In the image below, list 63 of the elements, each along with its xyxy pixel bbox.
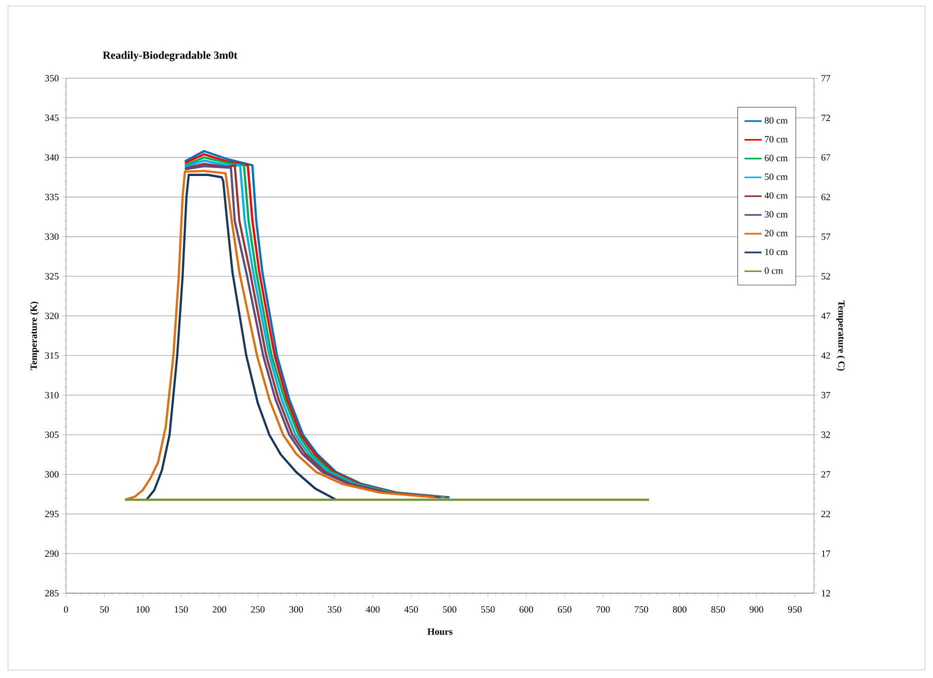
y2-tick-label: 27 bbox=[821, 471, 830, 478]
y2-axis-title: Temperature ( C) bbox=[836, 300, 846, 371]
x-tick-label: 700 bbox=[596, 606, 610, 613]
x-tick-label: 600 bbox=[520, 606, 534, 613]
y2-tick-label: 37 bbox=[821, 392, 830, 398]
chart-title: Readily-Biodegradable 3m0t bbox=[102, 51, 238, 62]
y-tick-label: 290 bbox=[45, 550, 59, 557]
x-tick-label: 300 bbox=[289, 606, 303, 613]
x-tick-label: 0 bbox=[64, 606, 68, 613]
y2-tick-label: 32 bbox=[821, 432, 830, 438]
x-tick-label: 100 bbox=[136, 606, 150, 613]
legend-label: 10 cm bbox=[765, 248, 788, 256]
x-axis-title: Hours bbox=[427, 628, 452, 635]
y-axis-title: Temperature (K) bbox=[30, 302, 39, 370]
y-tick-label: 340 bbox=[45, 154, 59, 161]
x-tick-label: 950 bbox=[788, 606, 802, 613]
y2-tick-label: 77 bbox=[822, 75, 830, 82]
legend-label: 40 cm bbox=[764, 192, 788, 199]
y-tick-label: 315 bbox=[45, 352, 59, 359]
x-tick-label: 250 bbox=[251, 606, 265, 613]
x-tick-label: 800 bbox=[672, 606, 686, 613]
x-tick-label: 150 bbox=[174, 606, 188, 613]
line-series bbox=[145, 174, 338, 501]
y2-tick-label: 52 bbox=[822, 273, 830, 280]
x-tick-label: 400 bbox=[366, 606, 380, 613]
y-tick-label: 335 bbox=[45, 194, 59, 200]
y2-tick-label: 67 bbox=[821, 154, 830, 161]
y-tick-label: 320 bbox=[45, 312, 59, 320]
legend-label: 0 cm bbox=[764, 267, 783, 274]
x-tick-label: 900 bbox=[750, 606, 764, 613]
x-tick-label: 350 bbox=[328, 606, 342, 613]
y-tick-label: 310 bbox=[45, 392, 59, 398]
y-tick-label: 330 bbox=[45, 233, 59, 240]
y2-tick-label: 72 bbox=[822, 114, 830, 121]
legend-label: 70 cm bbox=[764, 136, 788, 142]
x-tick-label: 650 bbox=[558, 606, 572, 613]
legend-label: 80 cm bbox=[764, 117, 788, 124]
legend-label: 60 cm bbox=[764, 154, 788, 162]
x-tick-label: 750 bbox=[634, 606, 648, 613]
x-tick-label: 50 bbox=[100, 606, 109, 613]
y2-tick-label: 12 bbox=[822, 590, 830, 596]
y-tick-label: 345 bbox=[45, 114, 59, 122]
line-series bbox=[124, 170, 436, 501]
legend-label: 20 cm bbox=[764, 230, 788, 236]
x-tick-label: 450 bbox=[404, 606, 418, 613]
y2-tick-label: 22 bbox=[821, 510, 830, 518]
legend-label: 30 cm bbox=[764, 211, 788, 218]
x-tick-label: 500 bbox=[442, 606, 456, 613]
x-tick-label: 850 bbox=[711, 606, 725, 613]
y-tick-label: 285 bbox=[45, 590, 59, 596]
y-tick-label: 295 bbox=[45, 510, 59, 518]
y2-tick-label: 42 bbox=[821, 352, 830, 359]
y2-tick-label: 62 bbox=[821, 194, 830, 200]
y-tick-label: 350 bbox=[45, 75, 59, 82]
y2-tick-label: 17 bbox=[822, 550, 830, 557]
y-tick-label: 305 bbox=[45, 432, 59, 438]
y2-tick-label: 47 bbox=[821, 312, 830, 320]
y-tick-label: 300 bbox=[45, 471, 59, 478]
x-tick-label: 550 bbox=[481, 606, 495, 613]
y-tick-label: 325 bbox=[45, 273, 59, 280]
legend-label: 50 cm bbox=[764, 174, 788, 180]
y2-tick-label: 57 bbox=[822, 234, 830, 240]
x-tick-label: 200 bbox=[212, 606, 226, 613]
